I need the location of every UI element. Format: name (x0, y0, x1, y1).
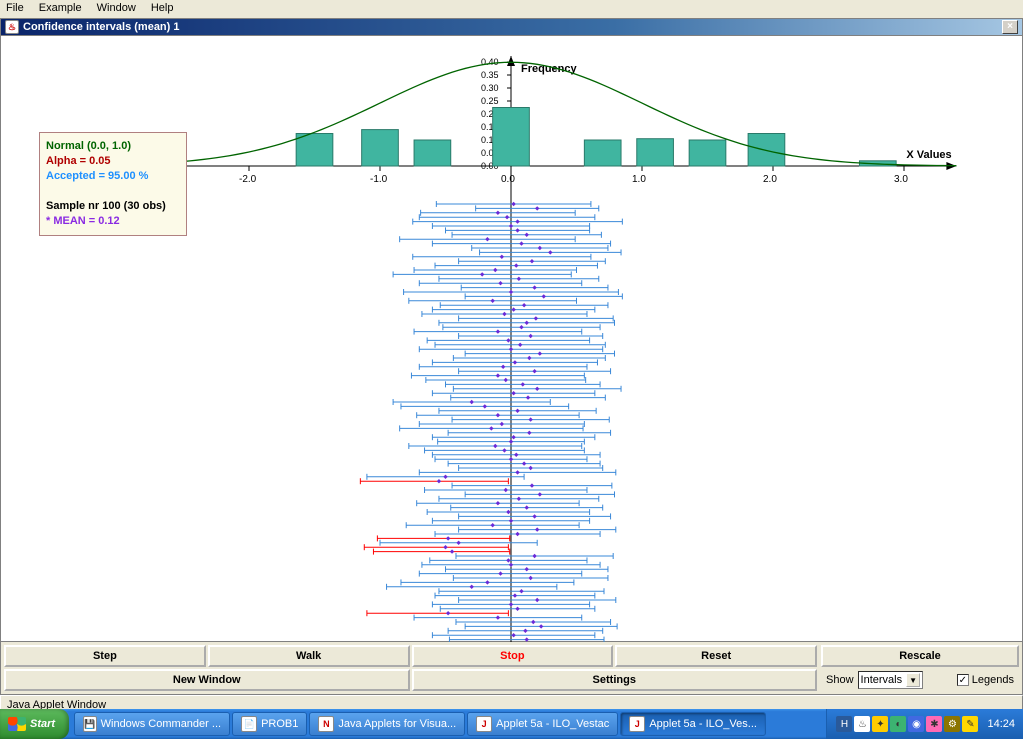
svg-text:-1.0: -1.0 (370, 174, 388, 185)
svg-text:0.35: 0.35 (481, 70, 499, 80)
start-label: Start (30, 718, 55, 730)
settings-button[interactable]: Settings (412, 669, 818, 691)
info-mean: * MEAN = 0.12 (46, 214, 180, 229)
svg-text:0.25: 0.25 (481, 96, 499, 106)
menu-help[interactable]: Help (151, 2, 174, 14)
clock: 14:24 (987, 718, 1015, 730)
title-bar: ♨ Confidence intervals (mean) 1 × (0, 18, 1023, 36)
taskbar-item[interactable]: J Applet 5a - ILO_Ves... (620, 712, 766, 736)
taskbar-item-label: Windows Commander ... (101, 718, 221, 730)
taskbar-item-icon: J (476, 716, 492, 732)
rescale-button[interactable]: Rescale (821, 645, 1019, 667)
tray-icon[interactable]: ◉ (908, 716, 924, 732)
info-sample: Sample nr 100 (30 obs) (46, 199, 180, 214)
taskbar-item-label: Java Applets for Visua... (338, 718, 456, 730)
taskbar-item[interactable]: J Applet 5a - ILO_Vestac (467, 712, 618, 736)
taskbar-item[interactable]: 📄 PROB1 (232, 712, 307, 736)
menu-file[interactable]: File (6, 2, 24, 14)
windows-icon (8, 717, 26, 731)
taskbar-item-icon: 📄 (241, 716, 257, 732)
taskbar-item-icon: J (629, 716, 645, 732)
taskbar-item-label: Applet 5a - ILO_Ves... (649, 718, 757, 730)
info-box: Normal (0.0, 1.0) Alpha = 0.05 Accepted … (39, 132, 187, 236)
menu-example[interactable]: Example (39, 2, 82, 14)
svg-text:1.0: 1.0 (632, 174, 646, 185)
taskbar-item-icon: 💾 (83, 716, 97, 732)
taskbar-item[interactable]: 💾 Windows Commander ... (74, 712, 230, 736)
tray-icon[interactable]: ✎ (962, 716, 978, 732)
taskbar-item-icon: N (318, 716, 334, 732)
svg-text:3.0: 3.0 (894, 174, 908, 185)
step-button[interactable]: Step (4, 645, 206, 667)
legends-checkbox[interactable]: ✓ (957, 674, 969, 686)
start-button[interactable]: Start (0, 709, 69, 739)
legends-label: Legends (972, 674, 1014, 686)
svg-text:0.0: 0.0 (501, 174, 515, 185)
show-label: Show (826, 674, 854, 686)
java-icon: ♨ (5, 20, 19, 34)
tray-icon[interactable]: ♨ (854, 716, 870, 732)
svg-text:Frequency: Frequency (521, 63, 578, 75)
show-select[interactable]: Intervals ▼ (858, 671, 924, 689)
window-title: Confidence intervals (mean) 1 (23, 21, 180, 33)
menu-window[interactable]: Window (97, 2, 136, 14)
info-dist: Normal (0.0, 1.0) (46, 139, 180, 154)
system-tray: H ♨ ✦ ◐ ◉ ✱ ⚙ ✎ 14:24 (826, 709, 1023, 739)
svg-text:-2.0: -2.0 (239, 174, 257, 185)
tray-icon[interactable]: ◐ (890, 716, 906, 732)
tray-icon[interactable]: ✦ (872, 716, 888, 732)
taskbar-item[interactable]: N Java Applets for Visua... (309, 712, 465, 736)
tray-icon[interactable]: ⚙ (944, 716, 960, 732)
tray-icon[interactable]: ✱ (926, 716, 942, 732)
new-window-button[interactable]: New Window (4, 669, 410, 691)
svg-text:0.30: 0.30 (481, 83, 499, 93)
taskbar-item-label: PROB1 (261, 718, 298, 730)
walk-button[interactable]: Walk (208, 645, 410, 667)
stop-button[interactable]: Stop (412, 645, 614, 667)
chevron-down-icon: ▼ (906, 673, 920, 687)
info-alpha: Alpha = 0.05 (46, 154, 180, 169)
control-bar: Step Walk Stop Reset New Window Settings… (0, 642, 1023, 695)
taskbar: Start 💾 Windows Commander ... 📄 PROB1 N Java … (0, 709, 1023, 739)
select-value: Intervals (861, 674, 903, 686)
reset-button[interactable]: Reset (615, 645, 817, 667)
taskbar-item-label: Applet 5a - ILO_Vestac (496, 718, 609, 730)
info-accepted: Accepted = 95.00 % (46, 169, 180, 184)
menubar: File Example Window Help (0, 0, 1023, 18)
svg-text:2.0: 2.0 (763, 174, 777, 185)
svg-text:X Values: X Values (906, 149, 951, 161)
chart-canvas: X ValuesFrequency-3.0-2.0-1.00.01.02.03.… (0, 36, 1023, 642)
svg-text:0.40: 0.40 (481, 57, 499, 67)
tray-icon[interactable]: H (836, 716, 852, 732)
close-button[interactable]: × (1002, 20, 1018, 34)
